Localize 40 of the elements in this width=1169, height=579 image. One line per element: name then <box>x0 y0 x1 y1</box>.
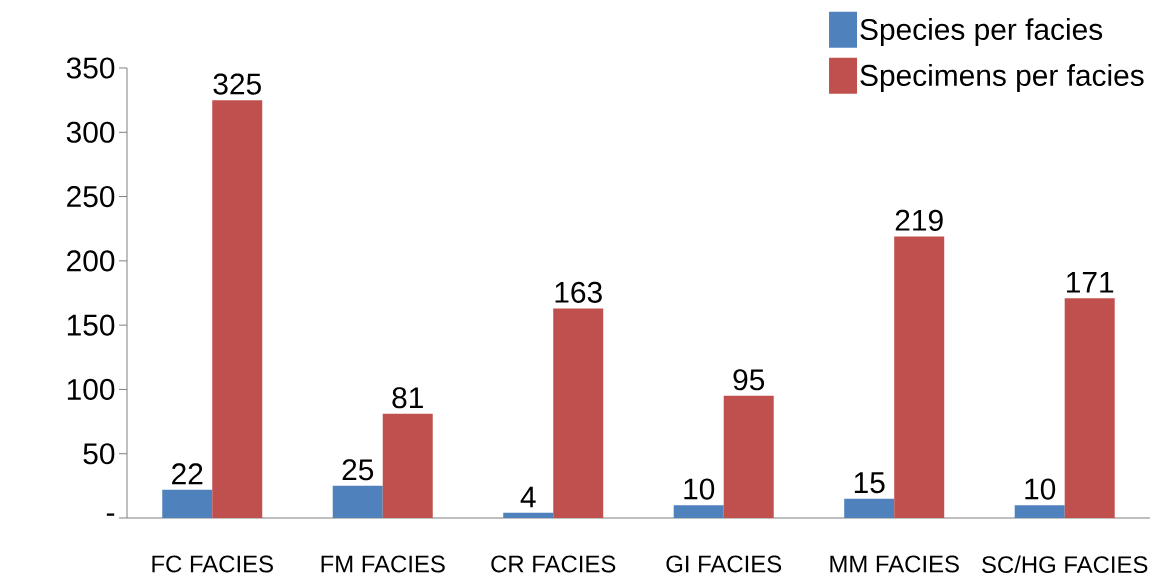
y-tick-label: 150 <box>67 314 115 336</box>
x-tick-label: MM FACIES <box>830 555 959 573</box>
y-tick-label: 300 <box>66 121 115 143</box>
data-label: 22 <box>172 463 203 485</box>
legend-label: Species per facies <box>860 18 1103 46</box>
x-tick-label: FC FACIES <box>152 555 273 573</box>
data-label: 95 <box>733 369 765 391</box>
bar <box>894 236 945 518</box>
data-label: 15 <box>854 472 885 494</box>
bar <box>673 505 724 518</box>
bar <box>1064 298 1115 518</box>
x-tick-label: GI FACIES <box>666 555 782 573</box>
x-tick-label: SC/HG FACIES <box>982 555 1148 574</box>
data-label: 81 <box>392 387 423 409</box>
bar <box>553 308 604 518</box>
x-tick-label: FM FACIES <box>321 555 445 573</box>
data-label: 325 <box>213 73 261 95</box>
bar <box>723 395 774 518</box>
legend-label: Specimens per facies <box>860 64 1144 92</box>
data-label: 25 <box>342 459 374 481</box>
data-label: 171 <box>1067 272 1114 293</box>
bar <box>162 489 213 518</box>
y-tick-label: 50 <box>83 443 115 465</box>
y-tick-label: 350 <box>66 57 115 79</box>
data-label: 163 <box>555 281 602 303</box>
x-tick-label: CR FACIES <box>491 555 616 573</box>
bar <box>1014 505 1065 518</box>
data-label: 10 <box>1025 478 1056 500</box>
y-tick-label: 200 <box>67 250 115 272</box>
bar <box>503 512 554 518</box>
bar <box>844 498 895 518</box>
bar <box>212 100 263 518</box>
y-tick-label: 100 <box>67 378 115 401</box>
bar <box>382 413 433 518</box>
y-tick-label: - <box>106 513 115 516</box>
data-label: 4 <box>520 486 536 508</box>
data-label: 219 <box>895 209 943 231</box>
data-label: 10 <box>684 478 715 500</box>
y-tick-label: 250 <box>67 185 115 208</box>
bar <box>332 485 383 518</box>
